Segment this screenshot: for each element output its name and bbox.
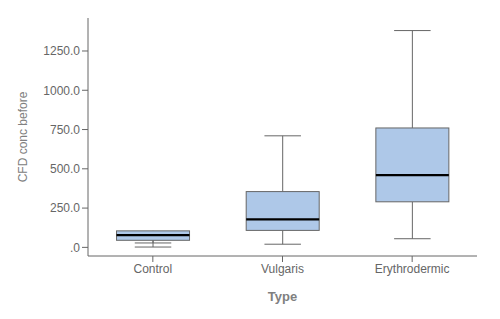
svg-text:1250.0: 1250.0 [43,44,80,58]
svg-text:CFD conc before: CFD conc before [16,91,30,182]
svg-text:750.0: 750.0 [50,123,80,137]
svg-text:Type: Type [268,289,297,304]
svg-text:Control: Control [133,262,172,276]
svg-text:1000.0: 1000.0 [43,84,80,98]
svg-text:500.0: 500.0 [50,162,80,176]
svg-text:250.0: 250.0 [50,201,80,215]
svg-text:.0: .0 [70,241,80,255]
svg-text:Vulgaris: Vulgaris [261,262,304,276]
svg-text:Erythrodermic: Erythrodermic [375,262,450,276]
